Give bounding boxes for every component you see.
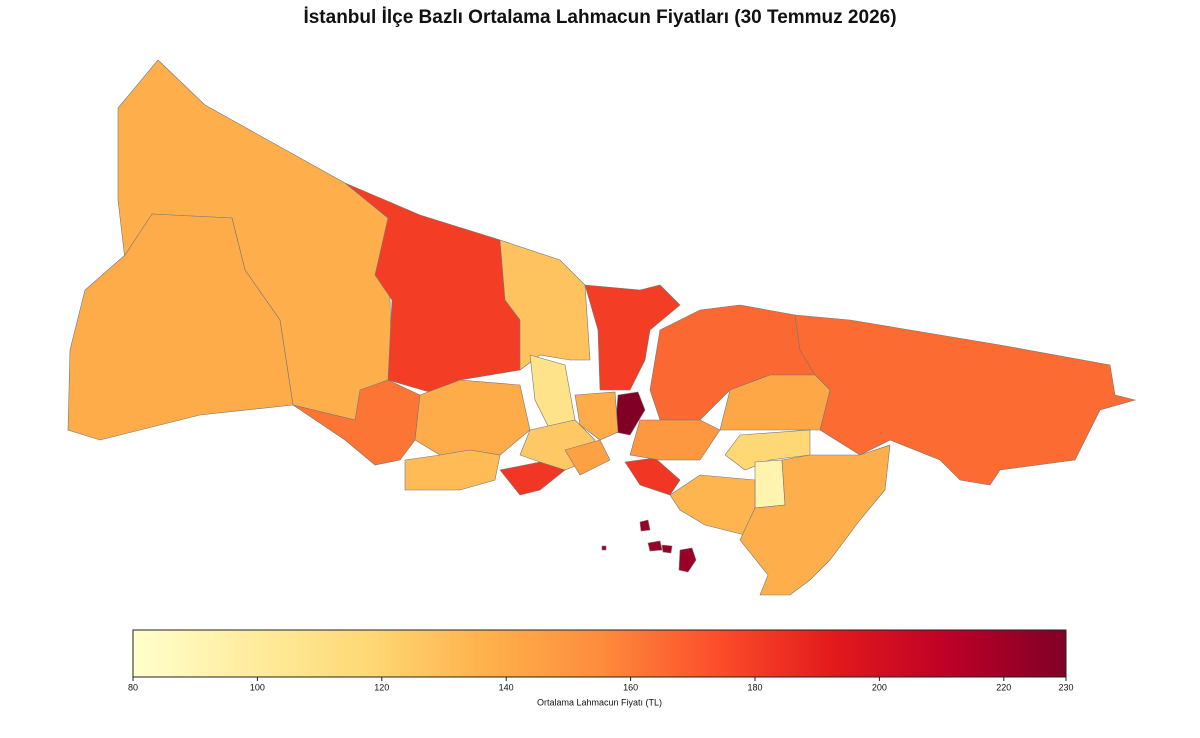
colorbar-tick-label: 160 <box>623 682 638 692</box>
district <box>584 284 681 391</box>
colorbar-tick-label: 120 <box>374 682 389 692</box>
district <box>564 439 611 476</box>
district <box>404 449 501 491</box>
district <box>719 374 831 431</box>
colorbar-tick-label: 230 <box>1058 682 1073 692</box>
district <box>67 213 294 441</box>
colorbar-gradient <box>132 629 1067 678</box>
district <box>724 429 811 471</box>
district <box>629 419 721 461</box>
district <box>414 379 531 456</box>
district <box>499 239 591 371</box>
map-title: İstanbul İlçe Bazlı Ortalama Lahmacun Fi… <box>303 7 896 28</box>
district <box>601 519 697 573</box>
district <box>754 459 786 509</box>
colorbar-tick-label: 140 <box>499 682 514 692</box>
district <box>529 354 576 431</box>
colorbar: 80 100 120 140 160 180 200 220 230 Ortalama Lahma… <box>128 629 1074 707</box>
district <box>669 474 756 536</box>
district-layer <box>67 59 1137 596</box>
colorbar-tick-label: 80 <box>128 682 138 692</box>
colorbar-tick-label: 100 <box>250 682 265 692</box>
colorbar-tick-label: 180 <box>747 682 762 692</box>
district <box>624 457 681 496</box>
district <box>739 444 891 596</box>
colorbar-label: Ortalama Lahmacun Fiyatı (TL) <box>537 697 662 707</box>
district <box>574 391 619 441</box>
colorbar-tick-label: 220 <box>996 682 1011 692</box>
colorbar-tick-label: 200 <box>872 682 887 692</box>
district <box>499 461 566 496</box>
